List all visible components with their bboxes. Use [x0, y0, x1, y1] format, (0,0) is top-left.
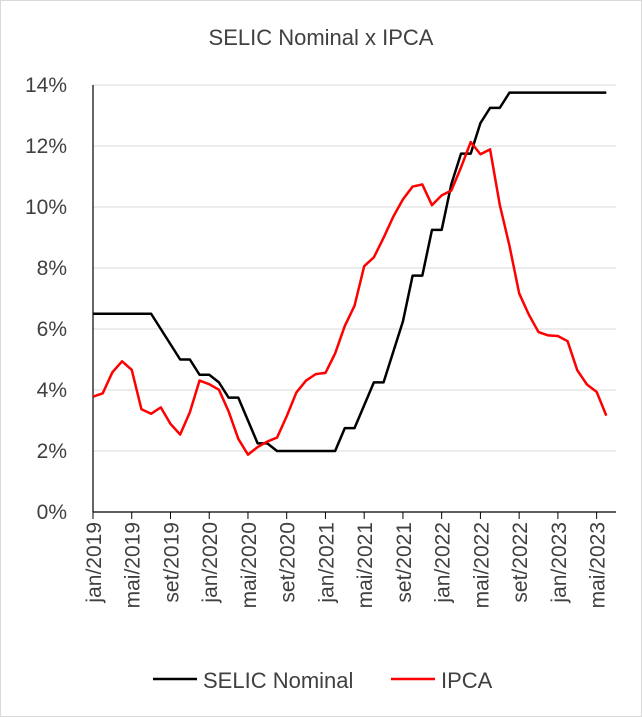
- chart-title: SELIC Nominal x IPCA: [209, 25, 434, 50]
- axes: 0% 2% 4% 6% 8% 10% 12% 14% jan/2019 mai/2019 set/2…: [25, 74, 616, 608]
- x-tick-label: jan/2022: [432, 522, 455, 604]
- x-tick-label: set/2021: [393, 522, 416, 603]
- y-tick-label: 12%: [25, 135, 67, 158]
- x-tick-label: mai/2021: [354, 522, 377, 608]
- legend: SELIC Nominal IPCA: [153, 668, 493, 693]
- legend-ipca-label: IPCA: [441, 668, 493, 693]
- y-tick-label: 0%: [37, 501, 67, 524]
- y-tick-label: 14%: [25, 74, 67, 97]
- series-line-ipca: [92, 140, 608, 456]
- legend-selic-label: SELIC Nominal: [203, 668, 353, 693]
- x-tick-label: set/2019: [160, 522, 183, 603]
- x-tick-label: jan/2019: [83, 522, 106, 604]
- x-tick-label: mai/2022: [470, 522, 493, 608]
- y-tick-label: 4%: [37, 379, 67, 402]
- y-tick-label: 8%: [37, 257, 67, 280]
- y-tick-label: 6%: [37, 318, 67, 341]
- x-tick-label: jan/2020: [199, 522, 222, 604]
- y-tick-label: 2%: [37, 440, 67, 463]
- gridlines: [93, 84, 616, 452]
- series-lines: [92, 91, 608, 456]
- x-tick-label: mai/2019: [122, 522, 145, 608]
- x-tick-label: mai/2020: [238, 522, 261, 608]
- x-tick-label: jan/2021: [315, 522, 338, 604]
- x-tick-label: set/2022: [509, 522, 532, 603]
- x-tick-label: set/2020: [277, 522, 300, 603]
- series-line-selic-nominal: [93, 91, 607, 453]
- x-tick-label: jan/2023: [548, 522, 571, 604]
- y-tick-label: 10%: [25, 196, 67, 219]
- x-tick-label: mai/2023: [587, 522, 610, 608]
